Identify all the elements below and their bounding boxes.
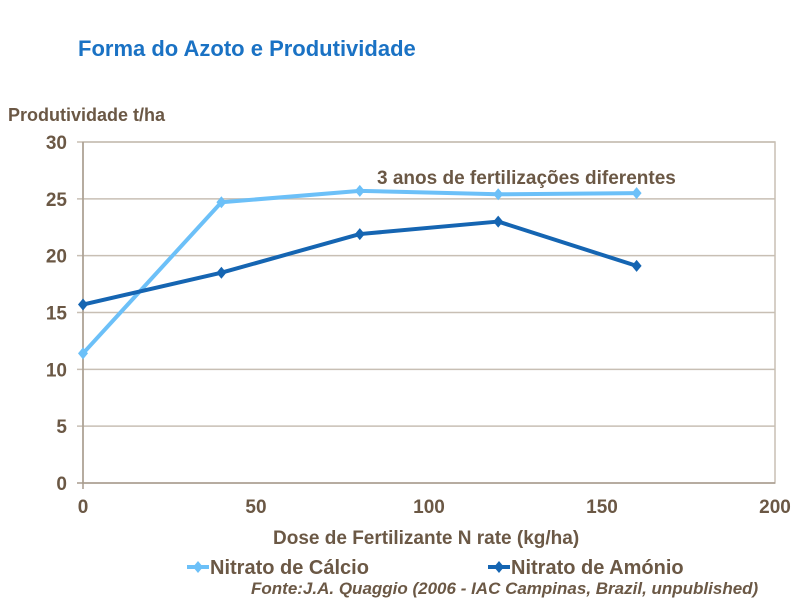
data-point: [631, 187, 642, 200]
x-tick-label: 0: [78, 497, 89, 518]
data-point: [216, 266, 227, 279]
legend-marker-icon: [494, 561, 504, 573]
annotation: 3 anos de fertilizações diferentes: [377, 168, 676, 189]
data-point: [216, 196, 227, 209]
data-point: [78, 298, 88, 311]
y-tick-label: 25: [46, 190, 68, 211]
data-point: [354, 228, 365, 241]
y-tick-label: 20: [46, 247, 67, 268]
y-tick-label: 10: [46, 360, 67, 381]
x-tick-label: 150: [586, 497, 618, 518]
x-axis-title: Dose de Fertilizante N rate (kg/ha): [273, 528, 579, 549]
y-tick-label: 0: [56, 474, 67, 495]
x-tick-label: 100: [413, 497, 445, 518]
data-point: [78, 347, 88, 360]
x-tick-label: 50: [245, 497, 266, 518]
y-tick-label: 15: [46, 304, 68, 325]
source-note: Fonte:J.A. Quaggio (2006 - IAC Campinas,…: [251, 579, 759, 598]
data-point: [354, 184, 365, 197]
data-point: [631, 259, 642, 272]
data-point: [493, 188, 504, 201]
legend-marker-icon: [193, 561, 203, 573]
x-tick-label: 200: [759, 497, 791, 518]
y-tick-label: 5: [56, 417, 67, 438]
chart-title: Forma do Azoto e Produtividade: [78, 36, 416, 61]
series-line-1: [81, 188, 637, 355]
data-point: [493, 215, 504, 228]
legend-label: Nitrato de Cálcio: [210, 557, 369, 579]
legend-label: Nitrato de Amónio: [511, 557, 684, 579]
y-axis-title: Produtividade t/ha: [8, 105, 166, 125]
y-tick-label: 30: [46, 133, 67, 154]
